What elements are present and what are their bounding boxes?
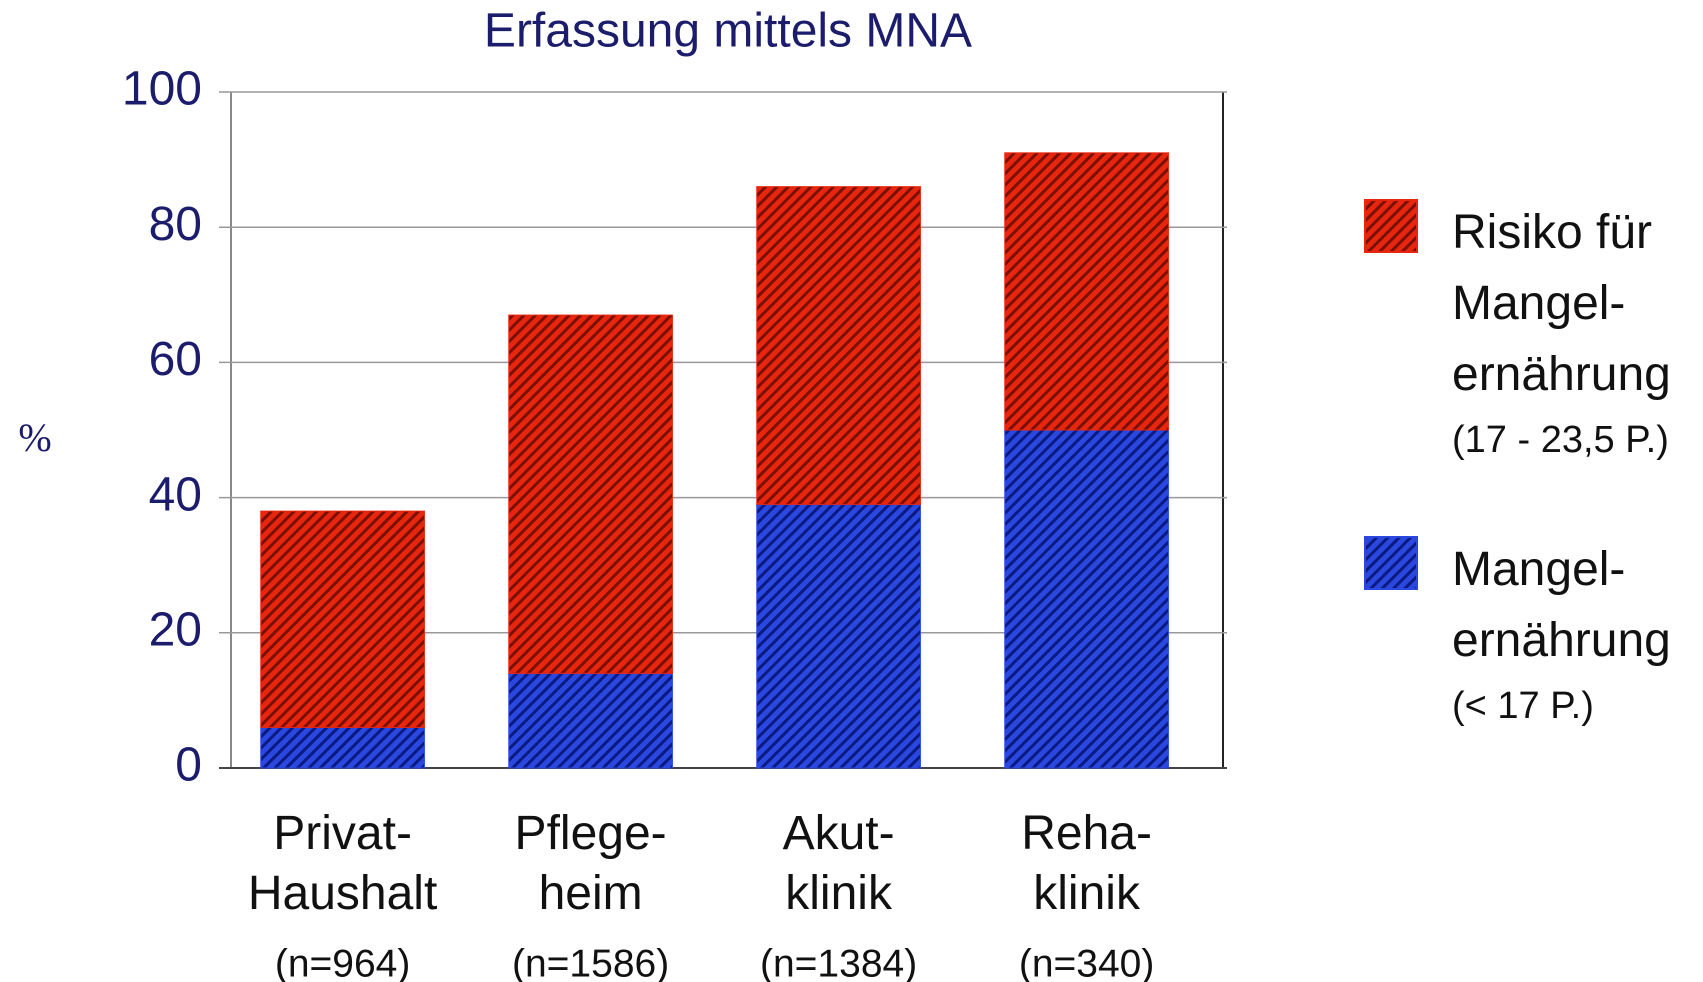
bar-segment	[508, 672, 673, 769]
x-tick-note: (n=1384)	[760, 942, 917, 982]
bar-segment	[260, 726, 425, 769]
bar-segment	[1004, 429, 1169, 769]
bar-segment	[260, 510, 425, 728]
bar-segment	[1004, 152, 1169, 431]
legend-label: Mangel-ernährung	[1452, 543, 1671, 667]
legend-note: (< 17 P.)	[1452, 685, 1594, 727]
x-tick-note: (n=964)	[275, 942, 411, 982]
legend-swatch	[1364, 536, 1418, 590]
bar-segment	[756, 186, 921, 505]
x-tick-label: Reha-klinik	[1021, 807, 1152, 920]
y-axis-label: %	[18, 415, 51, 460]
chart-title: Erfassung mittels MNA	[484, 5, 972, 58]
y-tick-label: 60	[149, 333, 202, 386]
y-tick-label: 0	[175, 739, 202, 792]
y-tick-label: 80	[149, 198, 202, 251]
x-tick-label: Pflege-heim	[515, 807, 667, 920]
bar-segment	[508, 314, 673, 674]
legend-note: (17 - 23,5 P.)	[1452, 419, 1669, 461]
x-tick-label: Akut-klinik	[783, 807, 895, 920]
x-tick-label: Privat-Haushalt	[248, 807, 437, 920]
y-tick-label: 40	[149, 468, 202, 521]
y-tick-label: 100	[122, 63, 202, 116]
legend-swatch	[1364, 199, 1418, 253]
legend-label: Risiko für Mangel-ernährung	[1452, 206, 1671, 401]
x-tick-note: (n=1586)	[512, 942, 669, 982]
y-tick-label: 20	[149, 603, 202, 656]
bar-segment	[756, 503, 921, 769]
x-tick-note: (n=340)	[1019, 942, 1155, 982]
